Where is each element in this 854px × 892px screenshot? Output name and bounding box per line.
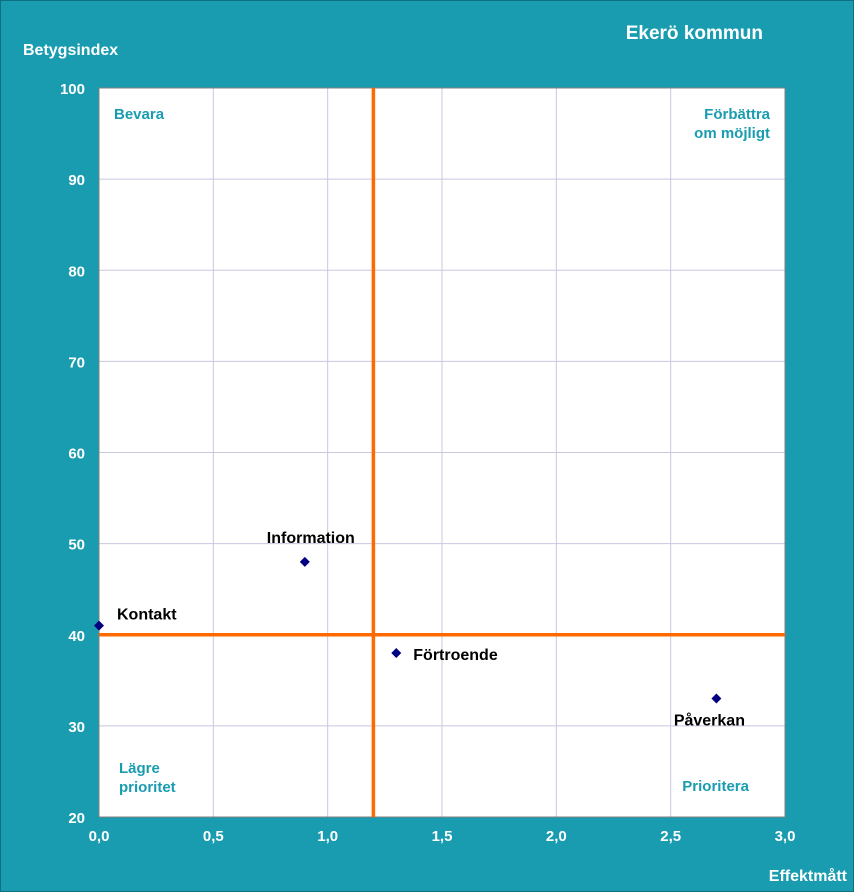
data-point-3 <box>711 693 722 704</box>
data-label-0: Kontakt <box>117 607 177 624</box>
y-tick-label: 100 <box>60 81 85 98</box>
plot-border <box>98 87 786 818</box>
x-axis-title: Effektmått <box>769 867 848 885</box>
quadrant-label-top-right: Förbättra om möjligt <box>694 106 770 142</box>
y-tick-label: 70 <box>68 354 85 371</box>
chart-title: Ekerö kommun <box>626 23 763 44</box>
tick-labels: 0,0 0,5 1,0 1,5 2,0 2,5 3,0 20 30 40 50 60 70 80 90 100 <box>60 81 795 845</box>
x-tick-label: 3,0 <box>775 828 796 845</box>
y-tick-label: 20 <box>68 810 85 827</box>
y-tick-label: 40 <box>68 628 85 645</box>
data-points: Kontakt Information Förtroende Påverkan <box>94 530 745 730</box>
reference-lines <box>99 88 785 817</box>
x-tick-label: 2,5 <box>660 828 681 845</box>
data-point-2 <box>391 647 402 658</box>
y-tick-label: 60 <box>68 446 85 463</box>
quadrant-label-top-left: Bevara <box>114 106 165 123</box>
y-tick-label: 30 <box>68 719 85 736</box>
quadrant-label-bottom-right: Prioritera <box>682 778 749 795</box>
x-tick-label: 1,5 <box>432 828 453 845</box>
quadrant-label-bottom-left: Lägre prioritet <box>119 760 176 796</box>
data-label-3: Påverkan <box>674 712 745 730</box>
x-tick-label: 2,0 <box>546 828 567 845</box>
data-point-0 <box>94 620 104 631</box>
x-tick-label: 0,5 <box>203 828 224 845</box>
data-label-2: Förtroende <box>413 647 498 664</box>
y-tick-label: 50 <box>68 537 85 554</box>
data-label-1: Information <box>267 530 355 547</box>
quadrant-labels: Bevara Förbättra om möjligt Lägre prioritet P… <box>114 106 771 796</box>
y-axis-title: Betygsindex <box>23 42 118 59</box>
y-tick-label: 90 <box>68 172 85 189</box>
y-tick-label: 80 <box>68 263 85 280</box>
x-tick-label: 1,0 <box>317 828 338 845</box>
x-tick-label: 0,0 <box>89 828 110 845</box>
data-point-1 <box>299 556 310 567</box>
